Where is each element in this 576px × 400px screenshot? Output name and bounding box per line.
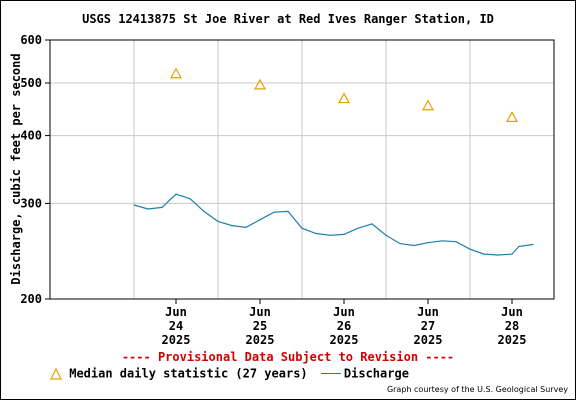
x-tick-label: 2025 bbox=[330, 333, 359, 347]
x-tick-label: Jun bbox=[417, 305, 439, 319]
discharge-point bbox=[161, 206, 163, 208]
legend: Median daily statistic (27 years) Discha… bbox=[50, 366, 409, 381]
discharge-point bbox=[441, 240, 443, 242]
median-point bbox=[421, 99, 435, 111]
x-tick-label: 26 bbox=[337, 319, 351, 333]
discharge-point bbox=[518, 245, 520, 247]
discharge-point bbox=[343, 233, 345, 236]
discharge-point bbox=[273, 211, 275, 213]
plot-border bbox=[49, 39, 555, 300]
x-tick-label: 2025 bbox=[498, 333, 527, 347]
discharge-point bbox=[133, 204, 135, 206]
y-tick-label: 600 bbox=[20, 33, 42, 47]
discharge-point bbox=[371, 223, 373, 225]
discharge-point bbox=[483, 253, 485, 255]
x-tick-label: Jun bbox=[165, 305, 187, 319]
discharge-point bbox=[329, 234, 331, 236]
discharge-point bbox=[175, 193, 177, 195]
discharge-point bbox=[357, 227, 359, 229]
legend-triangle-icon bbox=[50, 367, 62, 380]
chart-title: USGS 12413875 St Joe River at Red Ives R… bbox=[82, 12, 494, 26]
discharge-point bbox=[469, 248, 471, 250]
discharge-point bbox=[399, 242, 401, 245]
legend-median-label: Median daily statistic (27 years) bbox=[69, 366, 308, 381]
x-tick-label: 2025 bbox=[246, 333, 275, 347]
x-tick-label: 2025 bbox=[162, 333, 191, 347]
x-tick-label: Jun bbox=[501, 305, 523, 319]
y-tick-label: 500 bbox=[20, 76, 42, 90]
median-point bbox=[169, 67, 183, 79]
y-tick-label: 200 bbox=[20, 292, 42, 306]
discharge-point bbox=[245, 226, 247, 228]
discharge-point bbox=[287, 210, 289, 213]
x-tick-label: 28 bbox=[505, 319, 519, 333]
discharge-point bbox=[189, 198, 191, 200]
y-tick-label: 400 bbox=[20, 129, 42, 143]
x-tick-label: 27 bbox=[421, 319, 435, 333]
median-point bbox=[505, 111, 519, 123]
discharge-point bbox=[203, 210, 205, 213]
discharge-point bbox=[497, 254, 499, 256]
legend-discharge-label: Discharge bbox=[343, 366, 409, 381]
discharge-point bbox=[385, 234, 387, 236]
provisional-note: ---- Provisional Data Subject to Revisio… bbox=[121, 350, 455, 364]
discharge-point bbox=[259, 219, 261, 221]
discharge-point bbox=[532, 243, 534, 246]
discharge-point bbox=[147, 208, 149, 210]
x-tick-label: 24 bbox=[169, 319, 183, 333]
credit-text: Graph courtesy of the U.S. Geological Su… bbox=[386, 385, 568, 394]
discharge-point bbox=[315, 232, 317, 235]
discharge-line bbox=[133, 193, 534, 256]
discharge-point bbox=[413, 244, 415, 247]
discharge-point bbox=[427, 242, 429, 244]
x-tick-label: Jun bbox=[249, 305, 271, 319]
discharge-point bbox=[231, 225, 233, 227]
median-point bbox=[337, 92, 351, 104]
x-tick-label: 25 bbox=[253, 319, 267, 333]
legend-discharge-line bbox=[320, 373, 341, 374]
discharge-point bbox=[301, 227, 303, 229]
median-point bbox=[253, 78, 267, 90]
x-tick-label: 2025 bbox=[414, 333, 443, 347]
discharge-point bbox=[511, 253, 513, 255]
y-tick-label: 300 bbox=[20, 196, 42, 210]
discharge-point bbox=[455, 241, 457, 243]
x-tick-label: Jun bbox=[333, 305, 355, 319]
discharge-point bbox=[217, 220, 219, 222]
